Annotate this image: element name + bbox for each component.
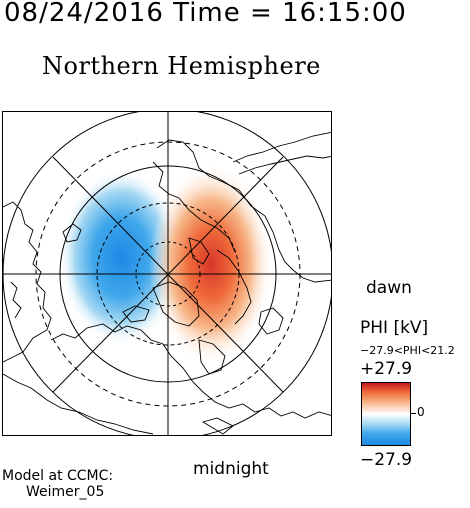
- colorbar-zero-tick: [411, 413, 416, 414]
- dawn-label: dawn: [366, 278, 412, 298]
- polar-map: [3, 112, 331, 435]
- timestamp-label: 08/24/2016 Time = 16:15:00: [4, 0, 407, 28]
- potential-cell-positive: [149, 164, 273, 364]
- colorbar-min-label: −27.9: [360, 450, 413, 470]
- colorbar-zero-label: 0: [417, 405, 425, 419]
- hemisphere-title: Northern Hemisphere: [42, 52, 321, 80]
- colorbar-range-text: −27.9<PHI<21.2: [360, 344, 455, 357]
- colorbar-max-label: +27.9: [360, 359, 413, 379]
- meridian-lines: [3, 112, 331, 435]
- colorbar-title: PHI [kV]: [360, 318, 429, 338]
- model-name-label: Weimer_05: [26, 484, 105, 500]
- midnight-label: midnight: [193, 459, 269, 479]
- colorbar: [361, 382, 411, 446]
- coastlines: [3, 131, 331, 435]
- polar-map-panel: [2, 111, 332, 436]
- latitude-circles: [3, 112, 331, 435]
- model-source-label: Model at CCMC:: [2, 468, 114, 484]
- potential-cell-negative: [59, 169, 183, 345]
